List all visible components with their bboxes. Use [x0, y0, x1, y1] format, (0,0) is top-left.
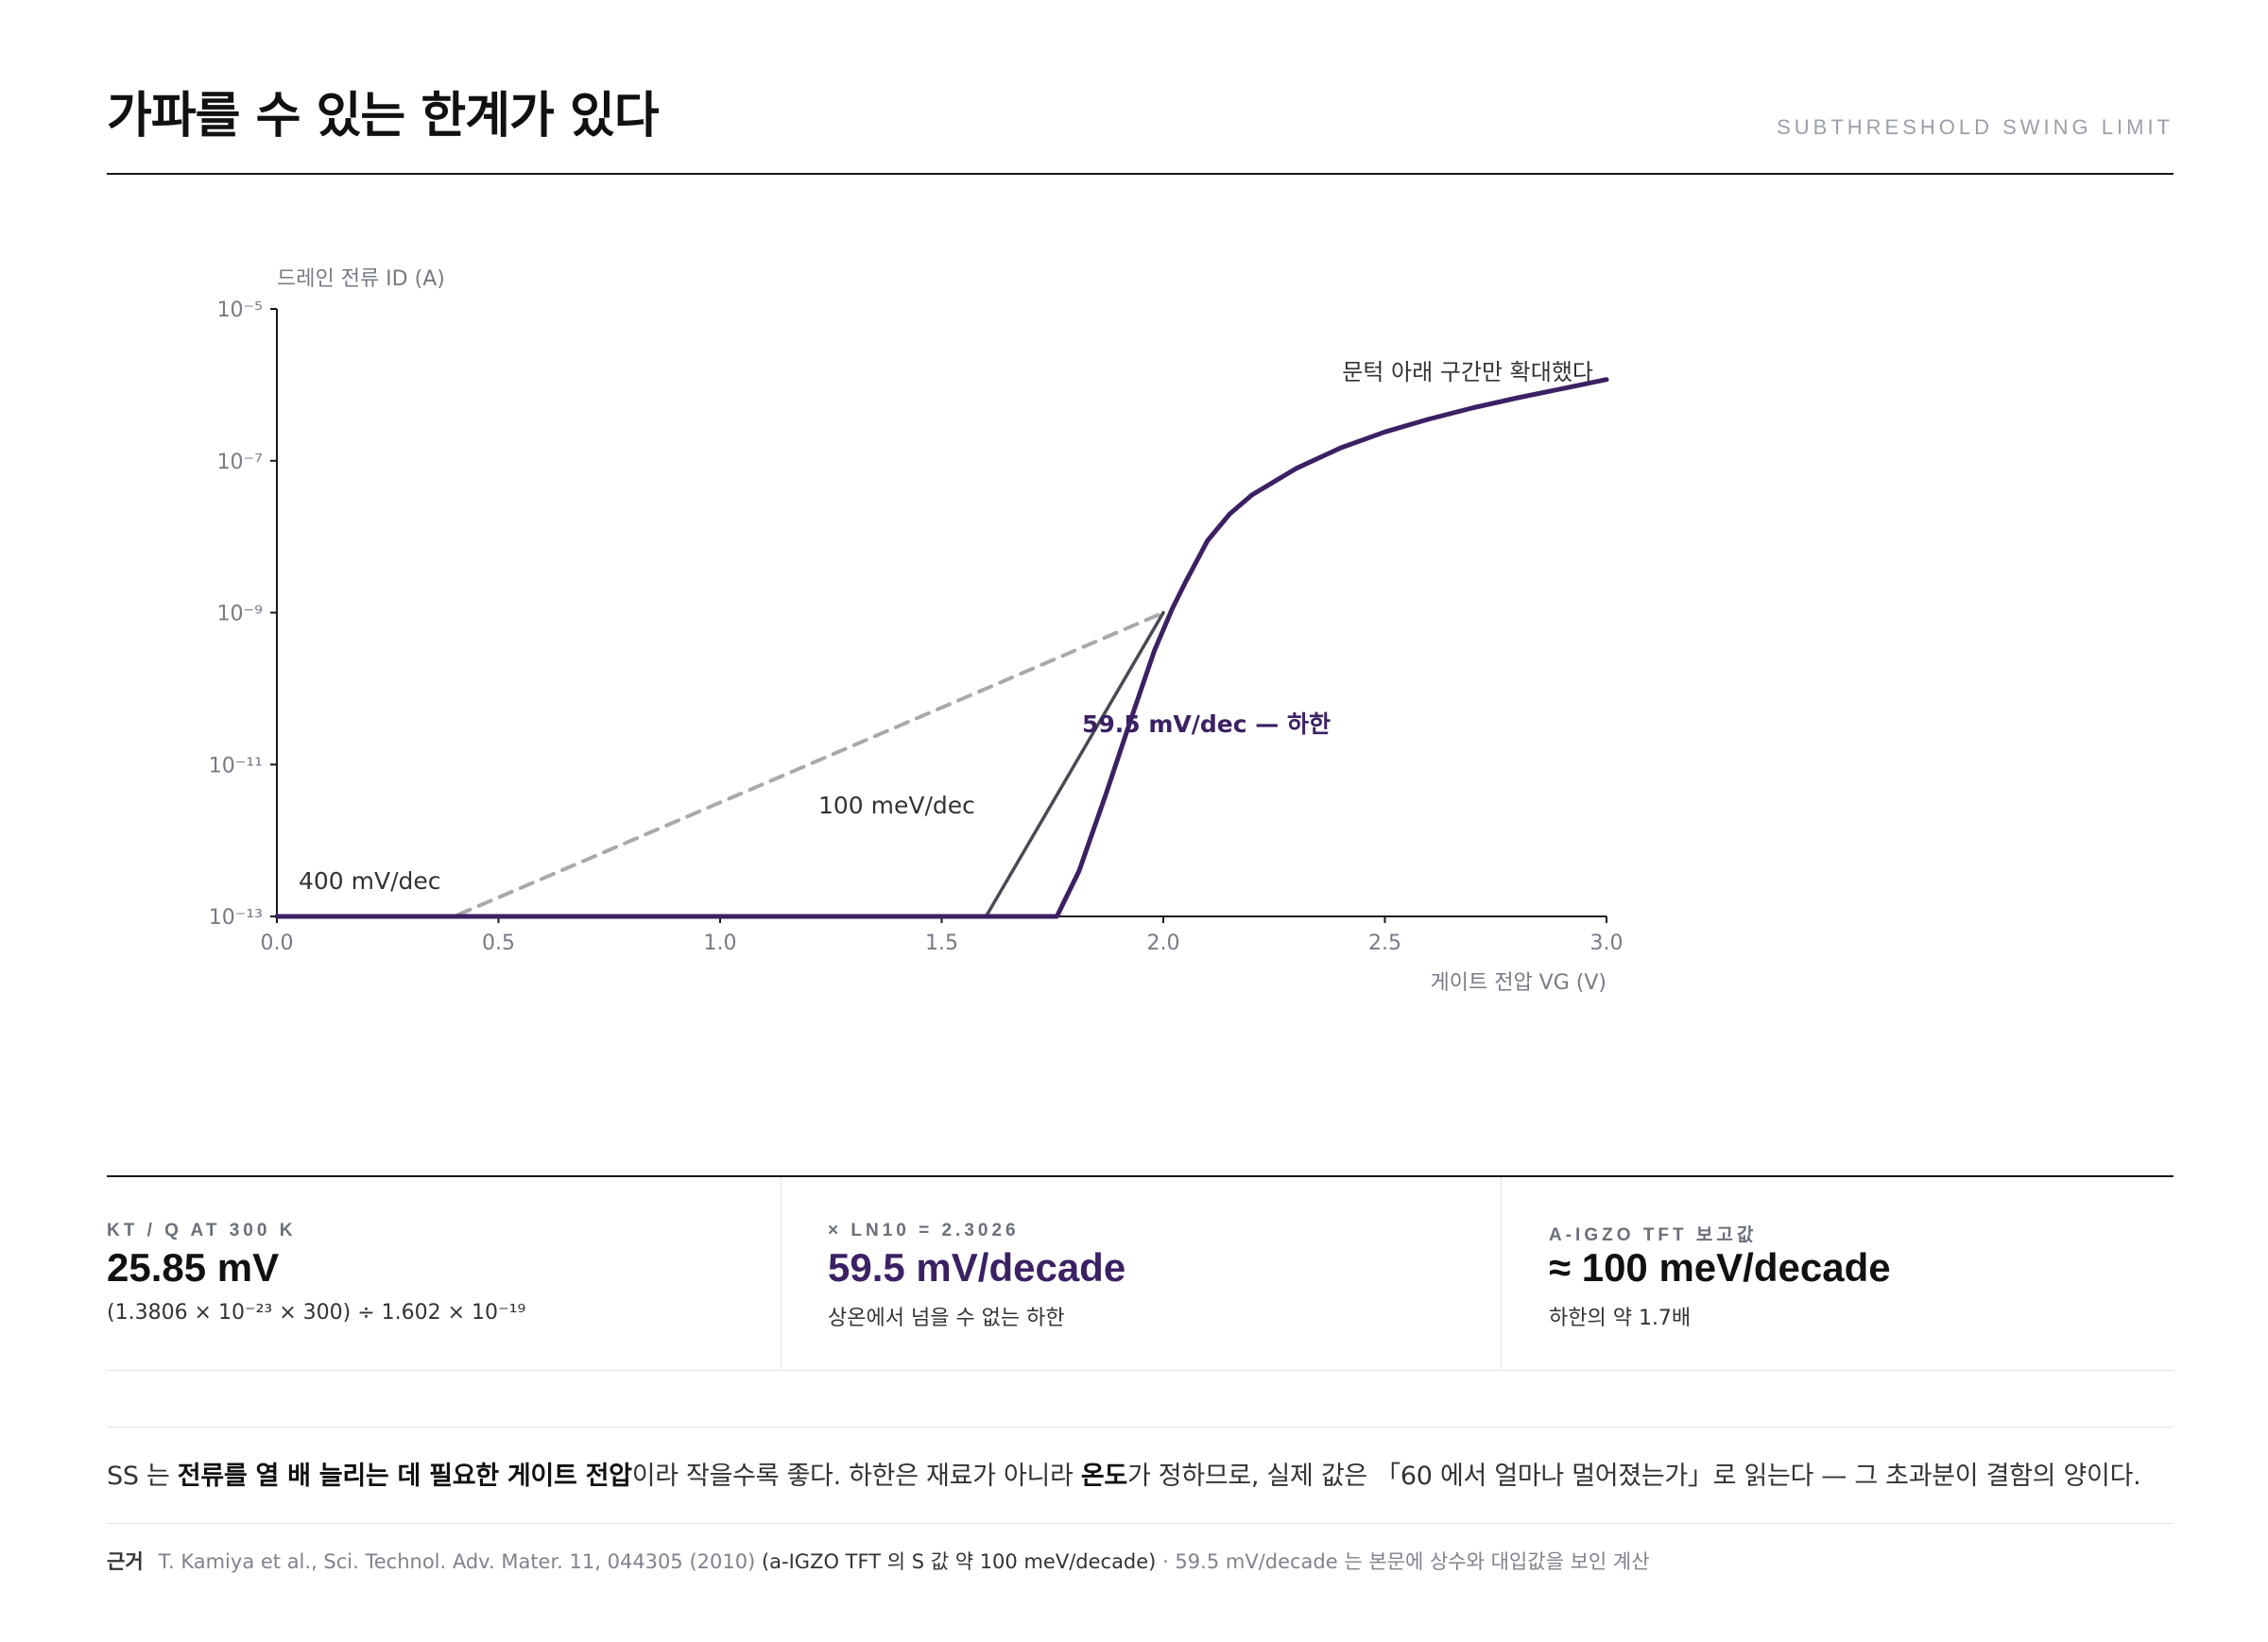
- stat-value: 25.85 mV: [107, 1245, 280, 1290]
- x-tick-label: 0.5: [482, 932, 515, 955]
- series-line-2: [274, 377, 1609, 919]
- stat-value: ≈ 100 meV/decade: [1549, 1245, 1891, 1290]
- x-tick-label: 0.0: [261, 932, 294, 955]
- explanation-part: SS 는: [107, 1462, 178, 1491]
- divider: [107, 1523, 2174, 1524]
- y-tick-label: 10⁻⁵: [217, 299, 263, 322]
- source-label: 근거: [107, 1550, 144, 1573]
- swing-chart: 0.0 0.5 1.0 1.5 2.0 2.5 3.0 10⁻⁵ 10⁻⁷ 10⁻⁹ 10⁻¹¹ 10…: [209, 267, 1624, 995]
- stat-value: 59.5 mV/decade: [828, 1245, 1126, 1290]
- y-tick-label: 10⁻⁹: [217, 603, 263, 626]
- stat-label: A-IGZO TFT 보고값: [1549, 1225, 1758, 1245]
- source-note: · 59.5 mV/decade 는 본문에 상수와 대입값을 보인 계산: [1162, 1550, 1650, 1573]
- page-header: 가파를 수 있는 한계가 있다 SUBTHRESHOLD SWING LIMIT: [107, 76, 2174, 175]
- x-tick-label: 1.0: [704, 932, 737, 955]
- chart-series: [274, 377, 1609, 919]
- explanation-emphasis: 온도: [1080, 1462, 1127, 1491]
- x-tick-label: 3.0: [1590, 932, 1624, 955]
- y-tick-label: 10⁻¹³: [209, 906, 263, 930]
- annotation-subset: 문턱 아래 구간만 확대했다: [1342, 359, 1593, 385]
- stat-note: 상온에서 넘을 수 없는 하한: [828, 1307, 1065, 1330]
- annotation-limit: 59.5 mV/dec — 하한: [1082, 710, 1331, 738]
- stat-label: × LN10 = 2.3026: [828, 1221, 1020, 1240]
- explanation-text: SS 는 전류를 열 배 늘리는 데 필요한 게이트 전압이라 작을수록 좋다.…: [107, 1455, 2141, 1492]
- explanation-part: 가 정하므로, 실제 값은 「60 에서 얼마나 멀어졌는가」로 읽는다 — 그…: [1126, 1462, 2141, 1491]
- stat-reported: A-IGZO TFT 보고값 ≈ 100 meV/decade 하한의 약 1.…: [1501, 1177, 2174, 1370]
- x-tick-label: 2.0: [1147, 932, 1180, 955]
- source-detail: (a-IGZO TFT 의 S 값 약 100 meV/decade): [761, 1550, 1157, 1573]
- stat-note: (1.3806 × 10⁻²³ × 300) ÷ 1.602 × 10⁻¹⁹: [107, 1301, 526, 1325]
- divider: [107, 1427, 2174, 1428]
- stat-label: KT / Q AT 300 K: [107, 1221, 297, 1240]
- source-citation: T. Kamiya et al., Sci. Technol. Adv. Mat…: [158, 1550, 756, 1573]
- stat-thermal-voltage: KT / Q AT 300 K 25.85 mV (1.3806 × 10⁻²³…: [107, 1177, 781, 1370]
- page-tag: SUBTHRESHOLD SWING LIMIT: [1777, 115, 2174, 139]
- y-tick-label: 10⁻⁷: [217, 451, 263, 474]
- x-tick-label: 1.5: [925, 932, 958, 955]
- stat-limit: × LN10 = 2.3026 59.5 mV/decade 상온에서 넘을 수…: [781, 1177, 1501, 1370]
- annotation-reported: 100 meV/dec: [818, 792, 975, 819]
- source-line: 근거 T. Kamiya et al., Sci. Technol. Adv. M…: [107, 1547, 1650, 1575]
- y-tick-label: 10⁻¹¹: [209, 754, 263, 778]
- page-title: 가파를 수 있는 한계가 있다: [107, 88, 660, 145]
- explanation-part: 이라 작을수록 좋다. 하한은 재료가 아니라: [631, 1462, 1081, 1491]
- stats-row: KT / Q AT 300 K 25.85 mV (1.3806 × 10⁻²³…: [107, 1175, 2174, 1371]
- x-axis-label: 게이트 전압 VG (V): [1431, 971, 1607, 995]
- x-tick-label: 2.5: [1368, 932, 1401, 955]
- chart-axes: 0.0 0.5 1.0 1.5 2.0 2.5 3.0 10⁻⁵ 10⁻⁷ 10⁻⁹ 10⁻¹¹ 10…: [209, 299, 1624, 955]
- annotation-slow: 400 mV/dec: [299, 867, 441, 895]
- y-axis-label: 드레인 전류 ID (A): [277, 267, 445, 291]
- explanation-emphasis: 전류를 열 배 늘리는 데 필요한 게이트 전압: [177, 1462, 632, 1491]
- stat-note: 하한의 약 1.7배: [1549, 1307, 1692, 1330]
